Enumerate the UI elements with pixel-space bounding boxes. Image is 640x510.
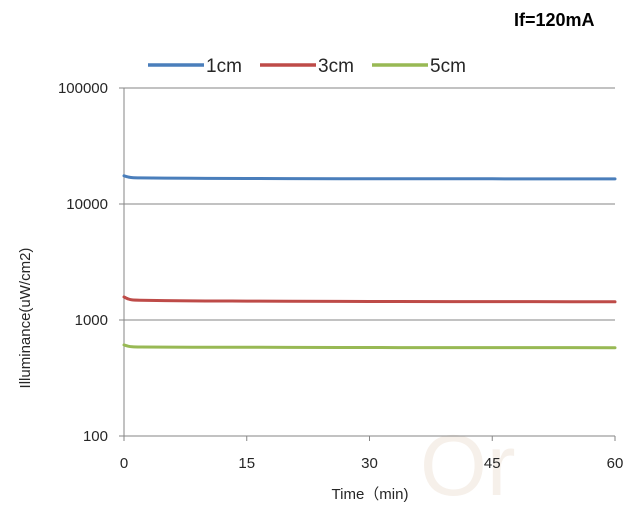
x-tick-label: 60 bbox=[607, 455, 624, 472]
legend-label-5cm: 5cm bbox=[430, 56, 466, 77]
series-line-3cm bbox=[122, 295, 617, 304]
legend-label-3cm: 3cm bbox=[318, 56, 354, 77]
y-axis-title: Illuminance(uW/cm2) bbox=[17, 248, 34, 389]
legend-label-1cm: 1cm bbox=[206, 56, 242, 77]
y-tick-label: 1000 bbox=[75, 312, 108, 329]
series-line-1cm bbox=[122, 174, 617, 181]
current-annotation: If=120mA bbox=[514, 10, 595, 30]
x-axis-title: Time（min) bbox=[332, 486, 409, 503]
x-tick-label: 30 bbox=[361, 455, 378, 472]
y-tick-label: 100000 bbox=[58, 80, 108, 97]
tick-labels: 100 1000 10000 100000 0 15 30 45 60 bbox=[58, 80, 623, 472]
x-tick-label: 15 bbox=[238, 455, 255, 472]
x-tick-label: 45 bbox=[484, 455, 501, 472]
series-line-5cm bbox=[122, 343, 617, 350]
watermark: Or bbox=[420, 418, 516, 510]
series-lines bbox=[122, 174, 617, 350]
x-tick-label: 0 bbox=[120, 455, 128, 472]
axes bbox=[119, 87, 616, 441]
grid bbox=[124, 87, 615, 437]
legend: 1cm 3cm 5cm bbox=[148, 56, 466, 77]
y-tick-label: 10000 bbox=[66, 196, 108, 213]
y-tick-label: 100 bbox=[83, 428, 108, 445]
